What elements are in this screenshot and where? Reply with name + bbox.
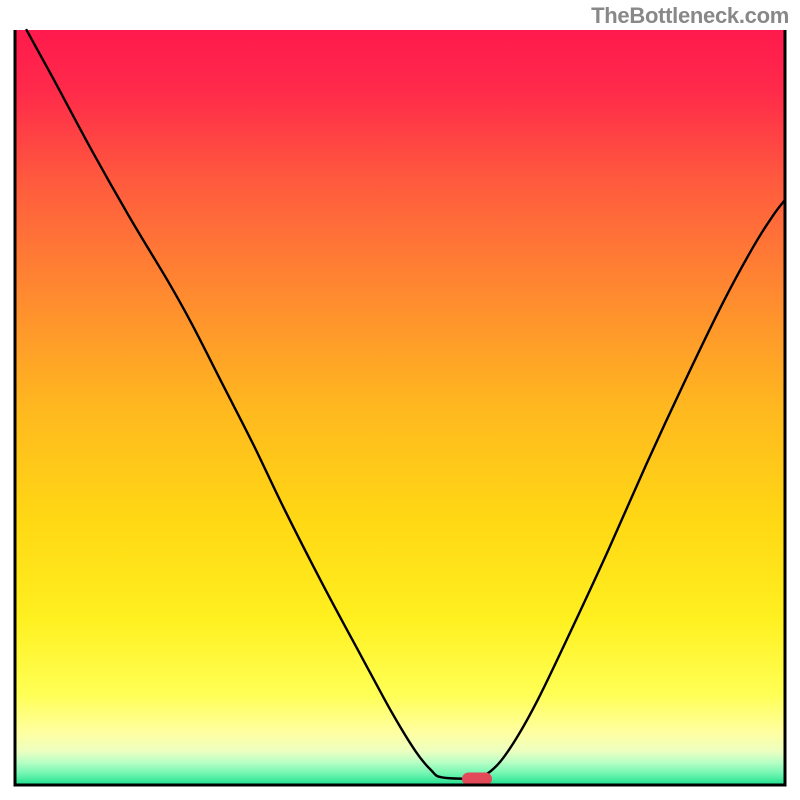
gradient-background <box>15 30 785 785</box>
chart-canvas: { "watermark": { "text": "TheBottleneck.… <box>0 0 800 800</box>
watermark-text: TheBottleneck.com <box>591 3 789 29</box>
chart-svg <box>0 0 800 800</box>
